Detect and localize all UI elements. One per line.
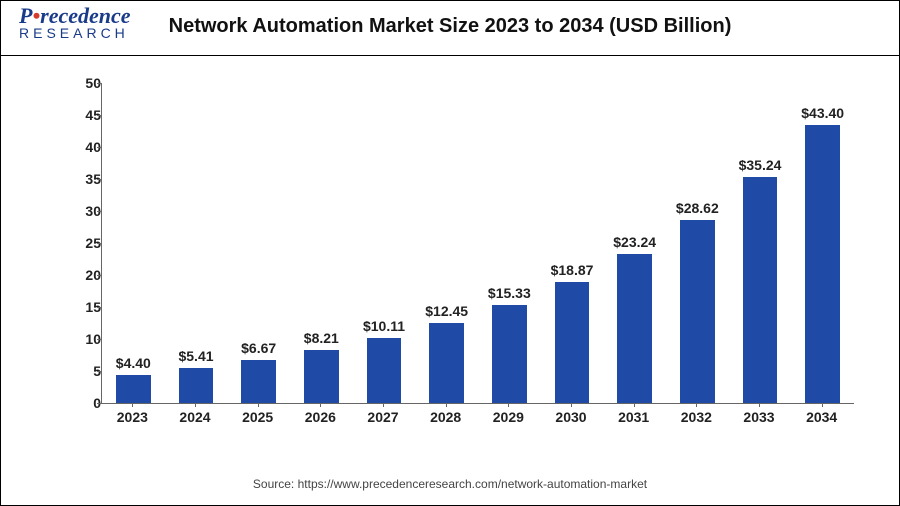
- y-tick-label: 10: [65, 331, 101, 347]
- bar: [179, 368, 213, 403]
- y-tick-mark: [97, 147, 101, 148]
- x-tick-label: 2033: [743, 409, 774, 425]
- y-tick-mark: [97, 211, 101, 212]
- bar: [492, 305, 526, 403]
- x-tick-mark: [822, 403, 823, 407]
- bar-value-label: $15.33: [488, 285, 531, 301]
- y-tick-label: 35: [65, 171, 101, 187]
- bar: [116, 375, 150, 403]
- bar-value-label: $4.40: [116, 355, 151, 371]
- y-tick-mark: [97, 339, 101, 340]
- chart-container: P•recedence RESEARCH Network Automation …: [0, 0, 900, 506]
- bar: [617, 254, 651, 403]
- bar-value-label: $28.62: [676, 200, 719, 216]
- bar: [367, 338, 401, 403]
- x-tick-label: 2024: [179, 409, 210, 425]
- x-tick-mark: [634, 403, 635, 407]
- chart-area: $4.40 $5.41 $6.67 $8.21 $10.11 $12.45 $15.33 $1…: [61, 83, 861, 435]
- chart-title: Network Automation Market Size 2023 to 2…: [1, 15, 899, 38]
- x-tick-label: 2029: [493, 409, 524, 425]
- source-text: Source: https://www.precedenceresearch.c…: [1, 477, 899, 491]
- y-tick-label: 25: [65, 235, 101, 251]
- header: P•recedence RESEARCH Network Automation …: [1, 1, 899, 56]
- x-tick-mark: [320, 403, 321, 407]
- bar-value-label: $35.24: [739, 157, 782, 173]
- x-tick-mark: [132, 403, 133, 407]
- y-tick-label: 50: [65, 75, 101, 91]
- x-tick-mark: [759, 403, 760, 407]
- bar-value-label: $10.11: [363, 318, 405, 334]
- x-tick-label: 2034: [806, 409, 837, 425]
- x-tick-label: 2028: [430, 409, 461, 425]
- y-tick-label: 15: [65, 299, 101, 315]
- x-tick-label: 2031: [618, 409, 649, 425]
- x-tick-mark: [571, 403, 572, 407]
- x-tick-label: 2030: [555, 409, 586, 425]
- bar-value-label: $8.21: [304, 330, 339, 346]
- bar: [429, 323, 463, 403]
- y-tick-mark: [97, 179, 101, 180]
- bar: [555, 282, 589, 403]
- y-tick-mark: [97, 307, 101, 308]
- y-tick-label: 30: [65, 203, 101, 219]
- x-tick-label: 2026: [305, 409, 336, 425]
- y-tick-mark: [97, 83, 101, 84]
- x-tick-label: 2025: [242, 409, 273, 425]
- bar-value-label: $6.67: [241, 340, 276, 356]
- plot-area: $4.40 $5.41 $6.67 $8.21 $10.11 $12.45 $15.33 $1…: [101, 83, 854, 404]
- x-tick-mark: [195, 403, 196, 407]
- bar-value-label: $23.24: [613, 234, 656, 250]
- x-tick-mark: [508, 403, 509, 407]
- bar: [304, 350, 338, 403]
- bar-value-label: $12.45: [425, 303, 468, 319]
- y-tick-mark: [97, 115, 101, 116]
- y-tick-label: 45: [65, 107, 101, 123]
- y-tick-label: 5: [65, 363, 101, 379]
- bar: [805, 125, 839, 403]
- y-tick-mark: [97, 275, 101, 276]
- bar-value-label: $18.87: [551, 262, 594, 278]
- y-tick-label: 20: [65, 267, 101, 283]
- x-tick-label: 2027: [367, 409, 398, 425]
- bar-value-label: $43.40: [801, 105, 844, 121]
- y-tick-mark: [97, 403, 101, 404]
- y-tick-mark: [97, 371, 101, 372]
- y-tick-label: 40: [65, 139, 101, 155]
- x-tick-mark: [696, 403, 697, 407]
- bar: [241, 360, 275, 403]
- x-tick-mark: [383, 403, 384, 407]
- x-tick-label: 2032: [681, 409, 712, 425]
- x-tick-label: 2023: [117, 409, 148, 425]
- bar-value-label: $5.41: [178, 348, 213, 364]
- bar: [680, 220, 714, 403]
- x-tick-mark: [258, 403, 259, 407]
- x-tick-mark: [446, 403, 447, 407]
- bar: [743, 177, 777, 403]
- y-tick-label: 0: [65, 395, 101, 411]
- y-tick-mark: [97, 243, 101, 244]
